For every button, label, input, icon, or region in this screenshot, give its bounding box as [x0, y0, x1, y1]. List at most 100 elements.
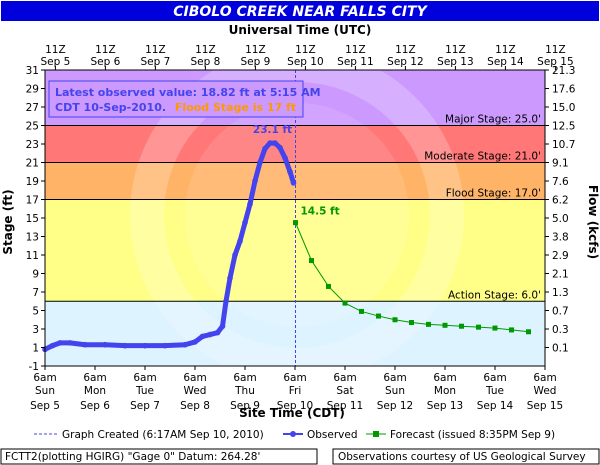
top-tick-time: 11Z — [395, 44, 416, 56]
left-tick-label: 19 — [26, 176, 39, 188]
bottom-tick-date: Sep 13 — [427, 400, 464, 412]
legend-forecast: Forecast (issued 8:35PM Sep 9) — [390, 429, 555, 441]
legend-observed: Observed — [307, 429, 358, 441]
left-tick-label: 7 — [32, 287, 39, 299]
right-tick-label: 3.8 — [552, 232, 569, 244]
top-tick-time: 11Z — [145, 44, 166, 56]
top-tick-date: Sep 8 — [191, 56, 221, 68]
bottom-tick-time: 6am — [33, 372, 56, 384]
observed-point — [49, 342, 56, 349]
bottom-tick-time: 6am — [383, 372, 406, 384]
observed-point — [142, 342, 148, 349]
info-line-2-flood: Flood Stage is 17 ft — [175, 101, 296, 114]
left-tick-label: 3 — [32, 324, 39, 336]
bottom-tick-day: Sat — [336, 385, 353, 397]
stage-label-moderate: Moderate Stage: 21.0' — [424, 151, 541, 163]
observed-point — [272, 140, 278, 146]
legend: Graph Created (6:17AM Sep 10, 2010) Obse… — [34, 429, 555, 441]
stage-bands — [45, 70, 545, 366]
bottom-tick-time: 6am — [533, 372, 556, 384]
grid-lines — [45, 70, 545, 366]
observed-point — [122, 342, 128, 349]
axes: -11357911131517192123252729310.10.30.71.… — [26, 44, 576, 412]
left-tick-label: 21 — [26, 158, 39, 170]
right-axis-title: Flow (kcfs) — [586, 185, 600, 259]
right-tick-label: 2.1 — [552, 269, 569, 281]
observed-point — [277, 144, 283, 151]
bottom-tick-date: Sep 8 — [180, 400, 210, 412]
right-tick-label: 10.7 — [552, 139, 575, 151]
forecast-point — [526, 329, 531, 335]
left-tick-label: 9 — [32, 269, 39, 281]
top-tick-time: 11Z — [45, 44, 66, 56]
svg-text:CDT 10-Sep-2010. Flood S: CDT 10-Sep-2010. Flood Stage is 17 ft — [55, 101, 296, 114]
right-tick-label: 6.2 — [552, 195, 569, 207]
forecast-point — [309, 258, 314, 264]
observed-point — [223, 298, 229, 305]
top-tick-date: Sep 11 — [337, 56, 374, 68]
left-tick-label: 13 — [26, 232, 39, 244]
left-tick-label: 29 — [26, 84, 39, 96]
right-tick-label: 15.0 — [552, 102, 575, 114]
bottom-tick-date: Sep 9 — [230, 400, 260, 412]
footer-right-box — [332, 448, 600, 465]
footer-credit: Observations courtesy of US Geological S… — [338, 451, 586, 463]
right-tick-label: 0.1 — [552, 343, 569, 355]
observed-point — [232, 252, 238, 258]
left-tick-label: 1 — [32, 343, 39, 355]
observed-point — [262, 145, 268, 152]
top-tick-time: 11Z — [95, 44, 116, 56]
peak-label: 23.1 ft — [253, 124, 292, 136]
left-tick-label: 23 — [26, 139, 39, 151]
forecast-point — [409, 320, 414, 326]
info-line-1: Latest observed value: 18.82 ft at 5:15 … — [55, 86, 321, 99]
bottom-tick-day: Wed — [184, 385, 207, 397]
bottom-tick-date: Sep 10 — [277, 400, 314, 412]
left-tick-label: 27 — [26, 102, 39, 114]
observed-point — [267, 140, 273, 146]
observed-point — [219, 323, 226, 330]
bottom-tick-time: 6am — [83, 372, 106, 384]
forecast-point — [459, 323, 464, 329]
bottom-tick-date: Sep 6 — [80, 400, 110, 412]
top-tick-date: Sep 13 — [437, 56, 474, 68]
top-tick-date: Sep 5 — [41, 56, 71, 68]
right-tick-label: 21.3 — [552, 65, 575, 77]
left-tick-label: 17 — [26, 195, 39, 207]
top-tick-date: Sep 7 — [141, 56, 171, 68]
observed-point — [287, 168, 293, 175]
top-tick-date: Sep 15 — [537, 56, 574, 68]
forecast-point — [376, 313, 381, 319]
observed-point — [199, 333, 206, 340]
top-tick-date: Sep 14 — [487, 56, 524, 68]
top-tick-time: 11Z — [495, 44, 516, 56]
legend-graph-created: Graph Created (6:17AM Sep 10, 2010) — [62, 429, 264, 441]
bottom-tick-day: Tue — [135, 385, 154, 397]
left-tick-label: 5 — [32, 306, 39, 318]
left-axis-title: Stage (ft) — [1, 189, 15, 254]
observed-point — [227, 275, 233, 281]
observed-point — [162, 342, 168, 349]
observed-point — [214, 329, 221, 336]
forecast-point — [492, 325, 498, 331]
left-tick-label: 25 — [26, 121, 39, 133]
bottom-axis-title: Site Time (CDT) — [239, 406, 345, 420]
observed-point — [102, 341, 108, 348]
bottom-tick-time: 6am — [133, 372, 156, 384]
forecast-point — [426, 321, 431, 327]
top-tick-time: 11Z — [545, 44, 566, 56]
top-tick-time: 11Z — [195, 44, 216, 56]
observed-point — [242, 219, 248, 226]
bottom-tick-date: Sep 7 — [130, 400, 160, 412]
bottom-tick-date: Sep 15 — [527, 400, 564, 412]
data-series: 23.1 ft 14.5 ft — [42, 124, 531, 353]
bottom-tick-date: Sep 5 — [30, 400, 60, 412]
forecast-point — [359, 308, 364, 314]
right-tick-label: 17.6 — [552, 84, 576, 96]
left-tick-label: 31 — [26, 65, 39, 77]
observed-point — [207, 331, 213, 338]
top-axis-title: Universal Time (UTC) — [229, 23, 372, 37]
left-tick-label: 11 — [26, 250, 39, 262]
footer-left-box — [0, 448, 318, 465]
